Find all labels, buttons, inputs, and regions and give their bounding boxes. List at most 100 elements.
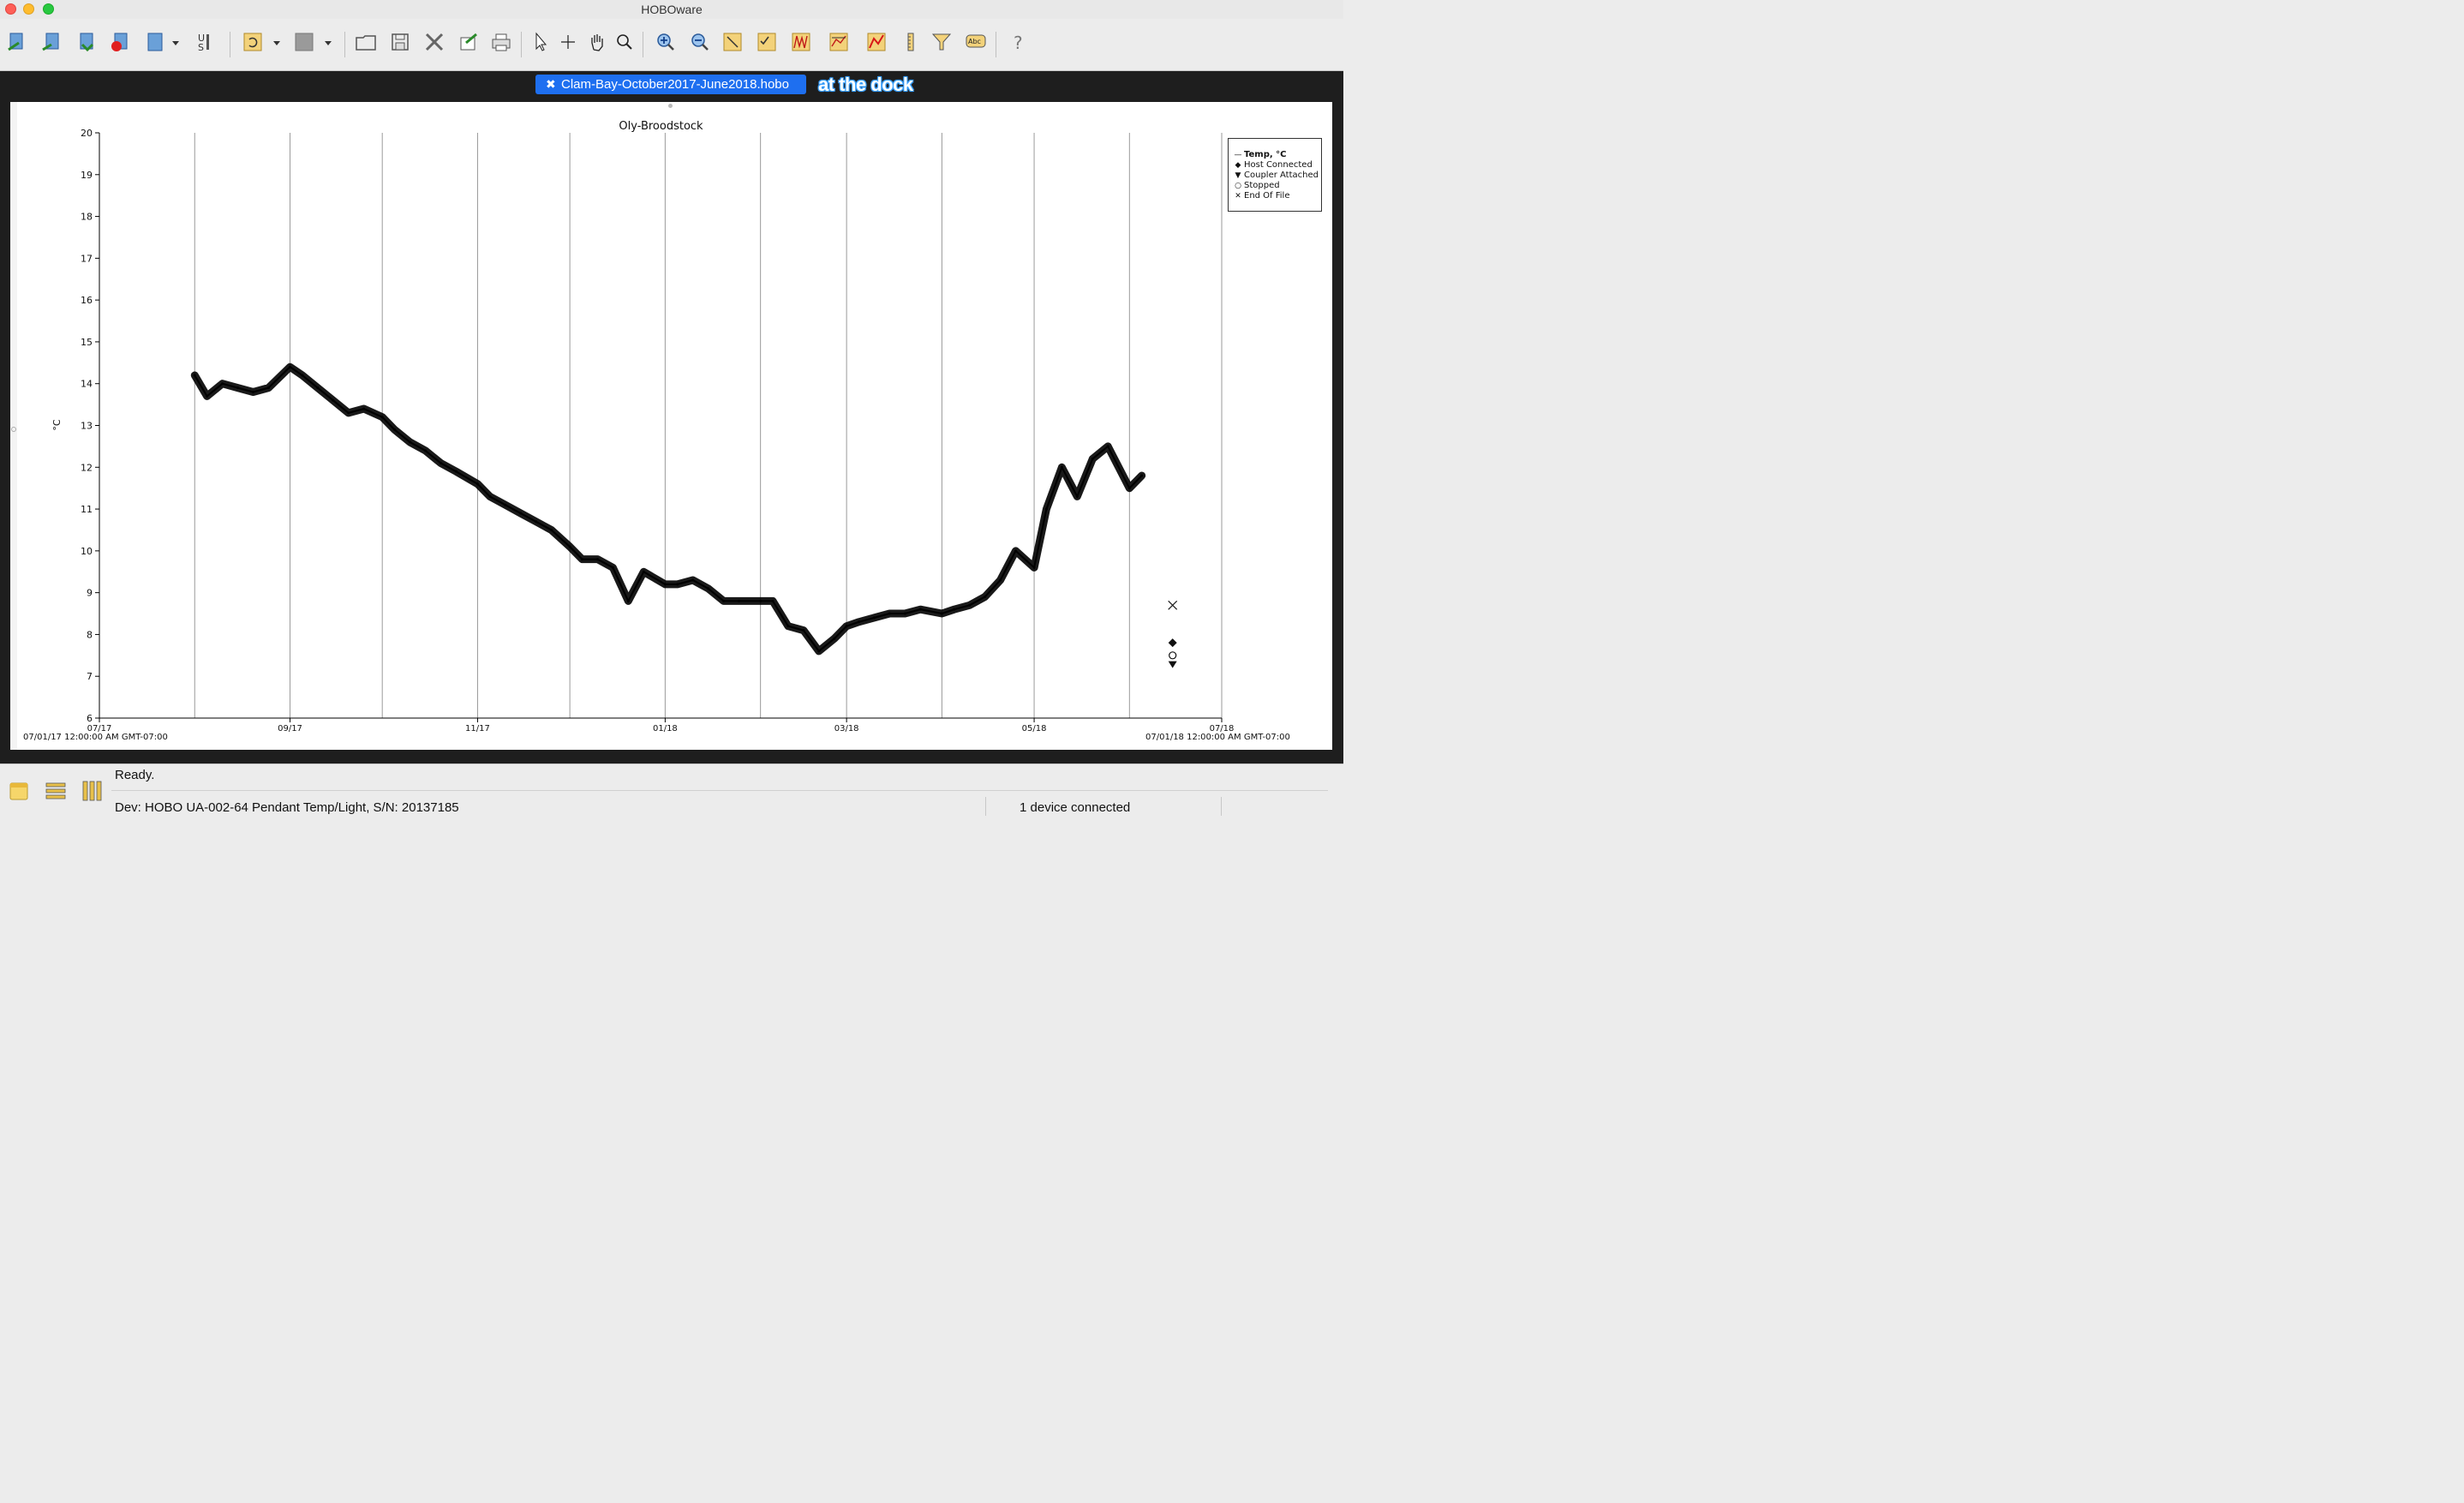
close-window-button[interactable] [5, 3, 16, 15]
list-view-icon[interactable] [45, 781, 66, 801]
temp-data-point [1044, 507, 1048, 511]
temp-data-point [940, 612, 943, 615]
stopped-marker [1169, 651, 1177, 660]
crosshair-icon[interactable] [557, 31, 579, 53]
status-message: Ready. [115, 768, 155, 782]
temp-data-point [475, 482, 479, 486]
checklist-icon[interactable] [756, 31, 778, 53]
y-tick-label: 17 [81, 253, 93, 264]
save-icon[interactable] [389, 31, 411, 53]
record-icon[interactable] [110, 31, 132, 53]
file-tab[interactable]: ✖ Clam-Bay-October2017-June2018.hobo [535, 75, 806, 94]
filter-icon[interactable] [930, 31, 953, 53]
status-bar [0, 763, 1343, 819]
side-splitter-handle[interactable] [11, 427, 16, 432]
device-icon[interactable] [144, 31, 166, 53]
temp-data-point [999, 578, 1002, 582]
temp-data-point [568, 545, 571, 548]
print-icon[interactable] [490, 31, 512, 53]
temp-data-point [580, 558, 583, 561]
ruler-icon[interactable] [900, 31, 922, 53]
temp-data-point [642, 570, 645, 573]
dropdown-arrow-icon[interactable] [324, 36, 332, 45]
dropdown-arrow-icon[interactable] [272, 36, 281, 45]
temp-data-point [519, 512, 523, 515]
temp-data-point [888, 612, 891, 615]
dropdown-arrow-icon[interactable] [171, 36, 180, 45]
zoom-area-icon[interactable] [721, 31, 744, 53]
chart-legend[interactable]: — Temp, °C ◆ Host Connected ▼ Coupler Attac… [1228, 138, 1322, 212]
temp-data-point [289, 365, 292, 368]
legend-label: End Of File [1244, 191, 1290, 201]
svg-text:U: U [198, 33, 205, 44]
zoom-out-icon[interactable] [689, 31, 711, 53]
diamond-icon: ◆ [1235, 161, 1241, 170]
temp-data-point [953, 608, 956, 611]
launch-icon[interactable] [41, 31, 63, 53]
temp-data-point [251, 390, 254, 393]
open-icon[interactable] [355, 31, 377, 53]
temp-data-point [817, 650, 821, 653]
y-tick-label: 6 [87, 713, 93, 724]
svg-text:S: S [198, 42, 204, 53]
temp-data-point [488, 494, 492, 498]
text-icon[interactable]: Abc [965, 31, 987, 53]
temperature-chart[interactable]: 6 7 8 9 10 11 12 13 14 15 16 17 18 19 20 07/17 09/17 11/1… [0, 0, 1343, 818]
temp-data-point [759, 599, 763, 602]
temp-data-point [1106, 445, 1109, 448]
download-icon[interactable] [75, 31, 98, 53]
zoom-in-icon[interactable] [655, 31, 677, 53]
status-separator [985, 797, 986, 816]
title-bar: HOBOware [0, 0, 1343, 19]
temp-data-point [833, 637, 836, 640]
splitter-handle[interactable] [668, 104, 673, 108]
y-tick-label: 15 [81, 337, 93, 348]
temp-data-point [676, 583, 679, 586]
device-info: Dev: HOBO UA-002-64 Pendant Temp/Light, … [115, 800, 459, 815]
end-of-file-marker [1168, 600, 1178, 610]
legend-item-coupler-attached: ▼ Coupler Attached [1235, 171, 1319, 181]
plot-red-icon[interactable] [865, 31, 888, 53]
redo-icon[interactable] [293, 31, 315, 53]
export-icon[interactable] [458, 31, 480, 53]
columns-view-icon[interactable] [82, 781, 103, 801]
notes-icon[interactable] [9, 781, 29, 801]
undo-icon[interactable] [242, 31, 264, 53]
pointer-icon[interactable] [529, 31, 552, 53]
graph-icon[interactable] [790, 31, 812, 53]
zoom-icon[interactable] [613, 31, 636, 53]
temp-data-point [595, 558, 599, 561]
legend-label: Temp, °C [1244, 150, 1287, 159]
plot-panel [10, 102, 1332, 750]
temp-data-point [221, 382, 224, 386]
temp-data-point [393, 428, 397, 431]
help-icon[interactable]: ? [1008, 31, 1030, 53]
temp-series-line [194, 365, 1143, 653]
coupler-attached-marker [1168, 661, 1177, 668]
cross-icon: ✕ [1235, 192, 1241, 201]
temp-data-point [771, 599, 774, 602]
toolbar-separator [344, 32, 345, 57]
temp-data-point [707, 587, 710, 590]
readout-icon[interactable] [7, 31, 29, 53]
maximize-window-button[interactable] [43, 3, 54, 15]
series-icon[interactable] [828, 31, 850, 53]
minimize-window-button[interactable] [23, 3, 34, 15]
pan-icon[interactable] [586, 31, 608, 53]
temp-data-point [691, 578, 695, 582]
close-file-icon[interactable] [423, 31, 446, 53]
y-tick-label: 7 [87, 671, 93, 682]
close-tab-icon[interactable]: ✖ [546, 77, 556, 91]
temp-data-point [738, 599, 741, 602]
x-tick-label: 09/17 [278, 724, 302, 734]
x-start-label: 07/01/17 12:00:00 AM GMT-07:00 [23, 733, 168, 742]
temp-data-point [1032, 566, 1036, 569]
status-separator [1221, 797, 1222, 816]
temp-data-point [1127, 487, 1131, 490]
legend-label: Host Connected [1244, 160, 1313, 170]
temp-data-point [918, 608, 922, 611]
svg-text:Abc: Abc [968, 38, 981, 45]
temp-data-point [332, 398, 335, 402]
y-tick-label: 19 [81, 170, 93, 181]
